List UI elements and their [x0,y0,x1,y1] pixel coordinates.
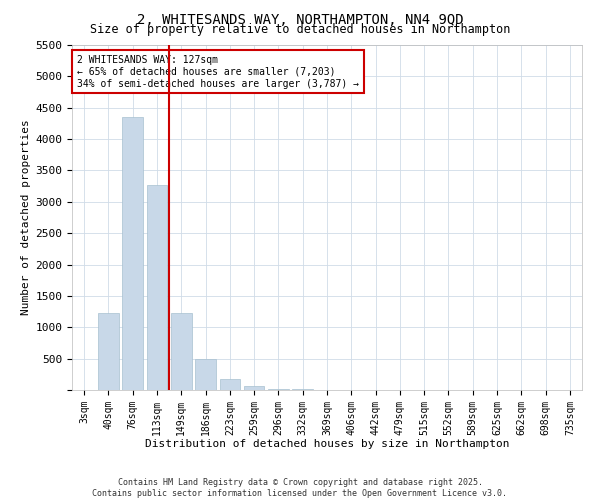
Text: 2 WHITESANDS WAY: 127sqm
← 65% of detached houses are smaller (7,203)
34% of sem: 2 WHITESANDS WAY: 127sqm ← 65% of detach… [77,56,359,88]
Bar [268,388,289,390]
Y-axis label: Number of detached properties: Number of detached properties [21,120,31,316]
Bar [98,314,119,390]
Text: Size of property relative to detached houses in Northampton: Size of property relative to detached ho… [90,22,510,36]
Bar [195,358,216,390]
Text: Contains HM Land Registry data © Crown copyright and database right 2025.
Contai: Contains HM Land Registry data © Crown c… [92,478,508,498]
X-axis label: Distribution of detached houses by size in Northampton: Distribution of detached houses by size … [145,439,509,449]
Bar [220,380,240,390]
Bar [146,185,167,390]
Text: 2, WHITESANDS WAY, NORTHAMPTON, NN4 9QD: 2, WHITESANDS WAY, NORTHAMPTON, NN4 9QD [137,12,463,26]
Bar [171,313,191,390]
Bar [244,386,265,390]
Bar [122,117,143,390]
